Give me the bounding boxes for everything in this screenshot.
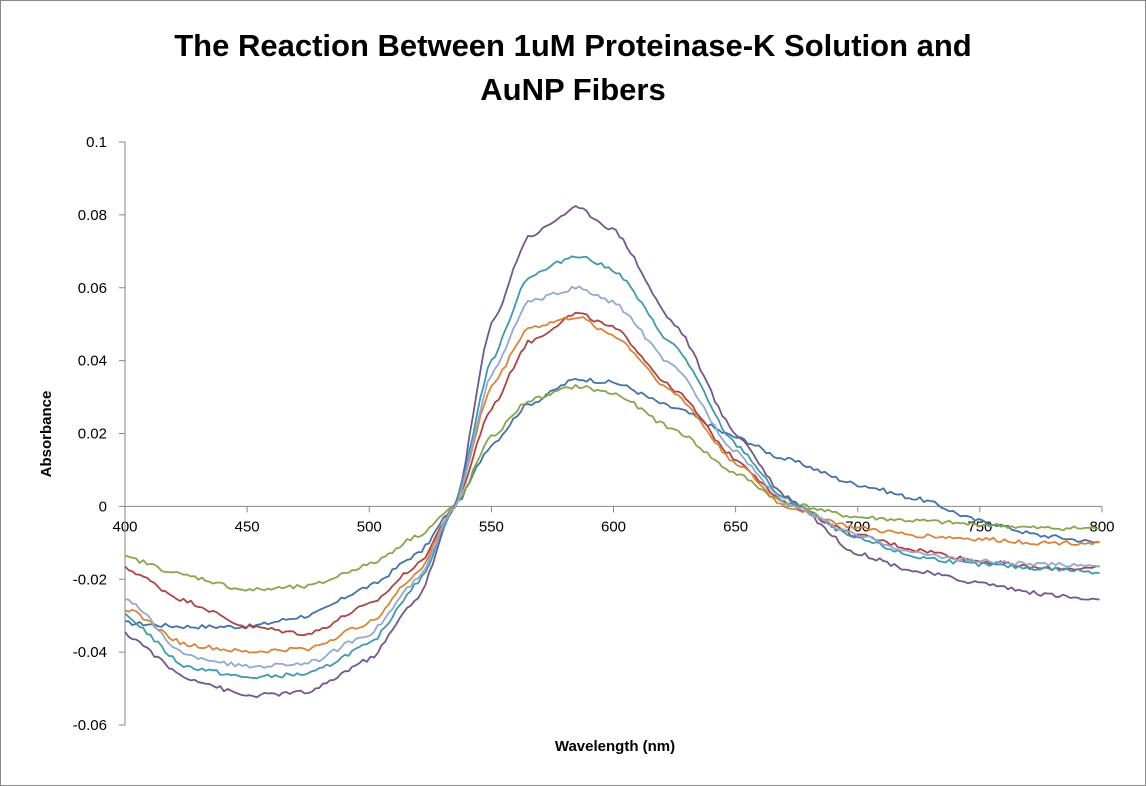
series-group <box>124 205 1100 699</box>
y-axis-ticks: -0.06 -0.04 -0.02 0 0.02 0.04 0.06 0.08 0.1 <box>73 134 125 734</box>
x-tick-label: 450 <box>235 518 260 535</box>
x-tick-label: 600 <box>601 518 626 535</box>
y-tick-label: 0.04 <box>78 353 107 370</box>
x-tick-label: 500 <box>357 518 382 535</box>
x-tick-label: 650 <box>723 518 748 535</box>
y-tick-label: 0.02 <box>78 426 107 443</box>
x-axis-ticks: 400 450 500 550 600 650 700 750 800 <box>112 506 1115 535</box>
y-tick-label: 0 <box>99 498 107 515</box>
y-axis-label: Absorbance <box>38 391 55 478</box>
y-tick-label: -0.04 <box>73 644 107 661</box>
series-line-1 <box>125 377 1100 630</box>
y-tick-label: -0.02 <box>73 571 107 588</box>
chart-title: The Reaction Between 1uM Proteinase-K So… <box>0 24 1146 112</box>
series-line-4 <box>124 205 1100 699</box>
chart-title-line-1: The Reaction Between 1uM Proteinase-K So… <box>174 28 972 63</box>
chart-title-line-2: AuNP Fibers <box>480 72 666 107</box>
series-line-7 <box>124 285 1100 669</box>
series-line-3 <box>124 383 1100 592</box>
y-tick-label: 0.06 <box>78 280 107 297</box>
x-axis-label: Wavelength (nm) <box>555 738 675 755</box>
y-tick-label: 0.1 <box>86 134 107 151</box>
y-tick-label: -0.06 <box>73 717 107 734</box>
x-tick-label: 550 <box>479 518 504 535</box>
series-line-6 <box>124 316 1100 654</box>
x-tick-label: 800 <box>1089 518 1114 535</box>
series-line-5 <box>124 255 1100 680</box>
y-tick-label: 0.08 <box>78 207 107 224</box>
series-line-2 <box>124 311 1100 637</box>
